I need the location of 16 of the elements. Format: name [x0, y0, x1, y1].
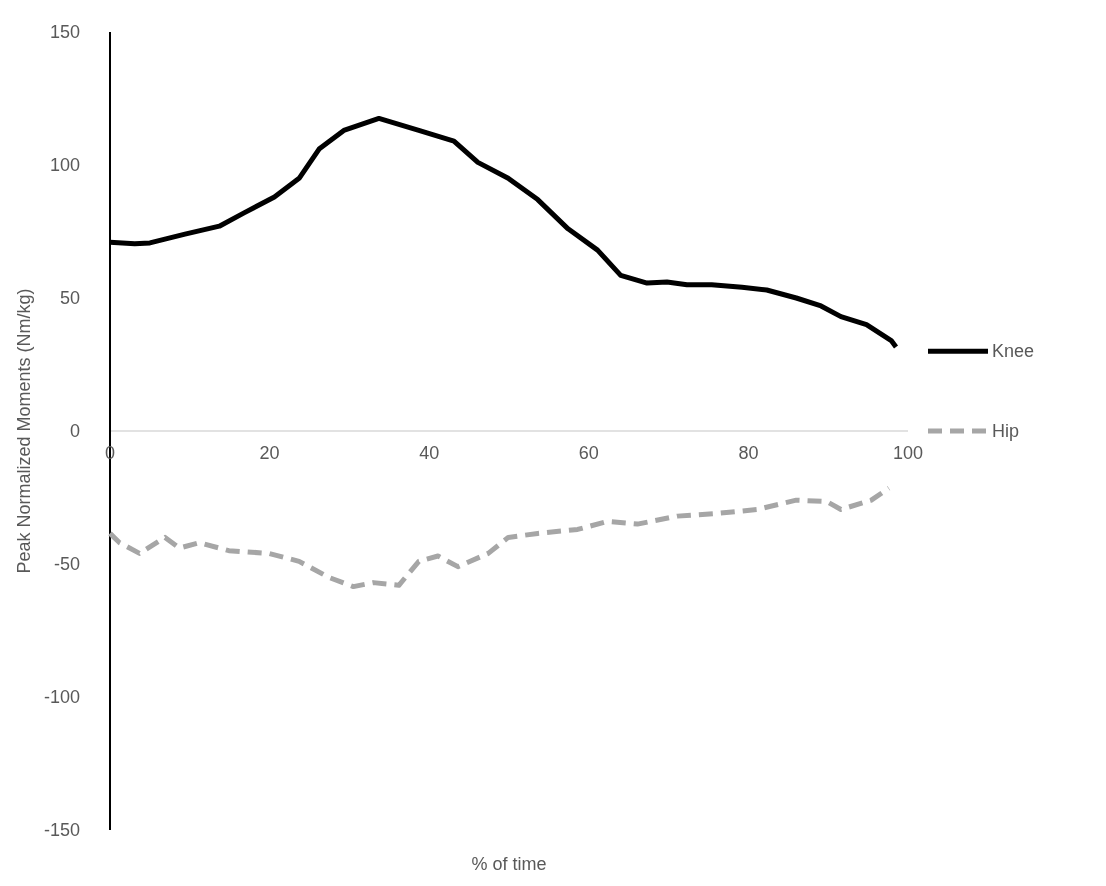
- x-tick-label: 80: [738, 443, 759, 463]
- x-tick-label: 20: [259, 443, 280, 463]
- y-tick-label: 150: [49, 22, 80, 42]
- legend-label: Hip: [992, 421, 1020, 441]
- legend-label: Knee: [992, 341, 1035, 362]
- x-tick-label: 60: [578, 443, 599, 463]
- y-tick-label: 100: [49, 155, 80, 175]
- y-tick-label: -100: [43, 687, 80, 707]
- y-tick-label: 0: [69, 421, 80, 441]
- x-axis-title: % of time: [471, 854, 547, 874]
- y-tick-label: 50: [59, 288, 80, 308]
- y-tick-label: -50: [53, 554, 80, 574]
- y-axis-title: Peak Normalized Moments (Nm/kg): [14, 288, 34, 574]
- y-tick-label: -150: [43, 820, 80, 840]
- x-tick-label: 100: [892, 443, 924, 463]
- x-tick-label: 40: [419, 443, 440, 463]
